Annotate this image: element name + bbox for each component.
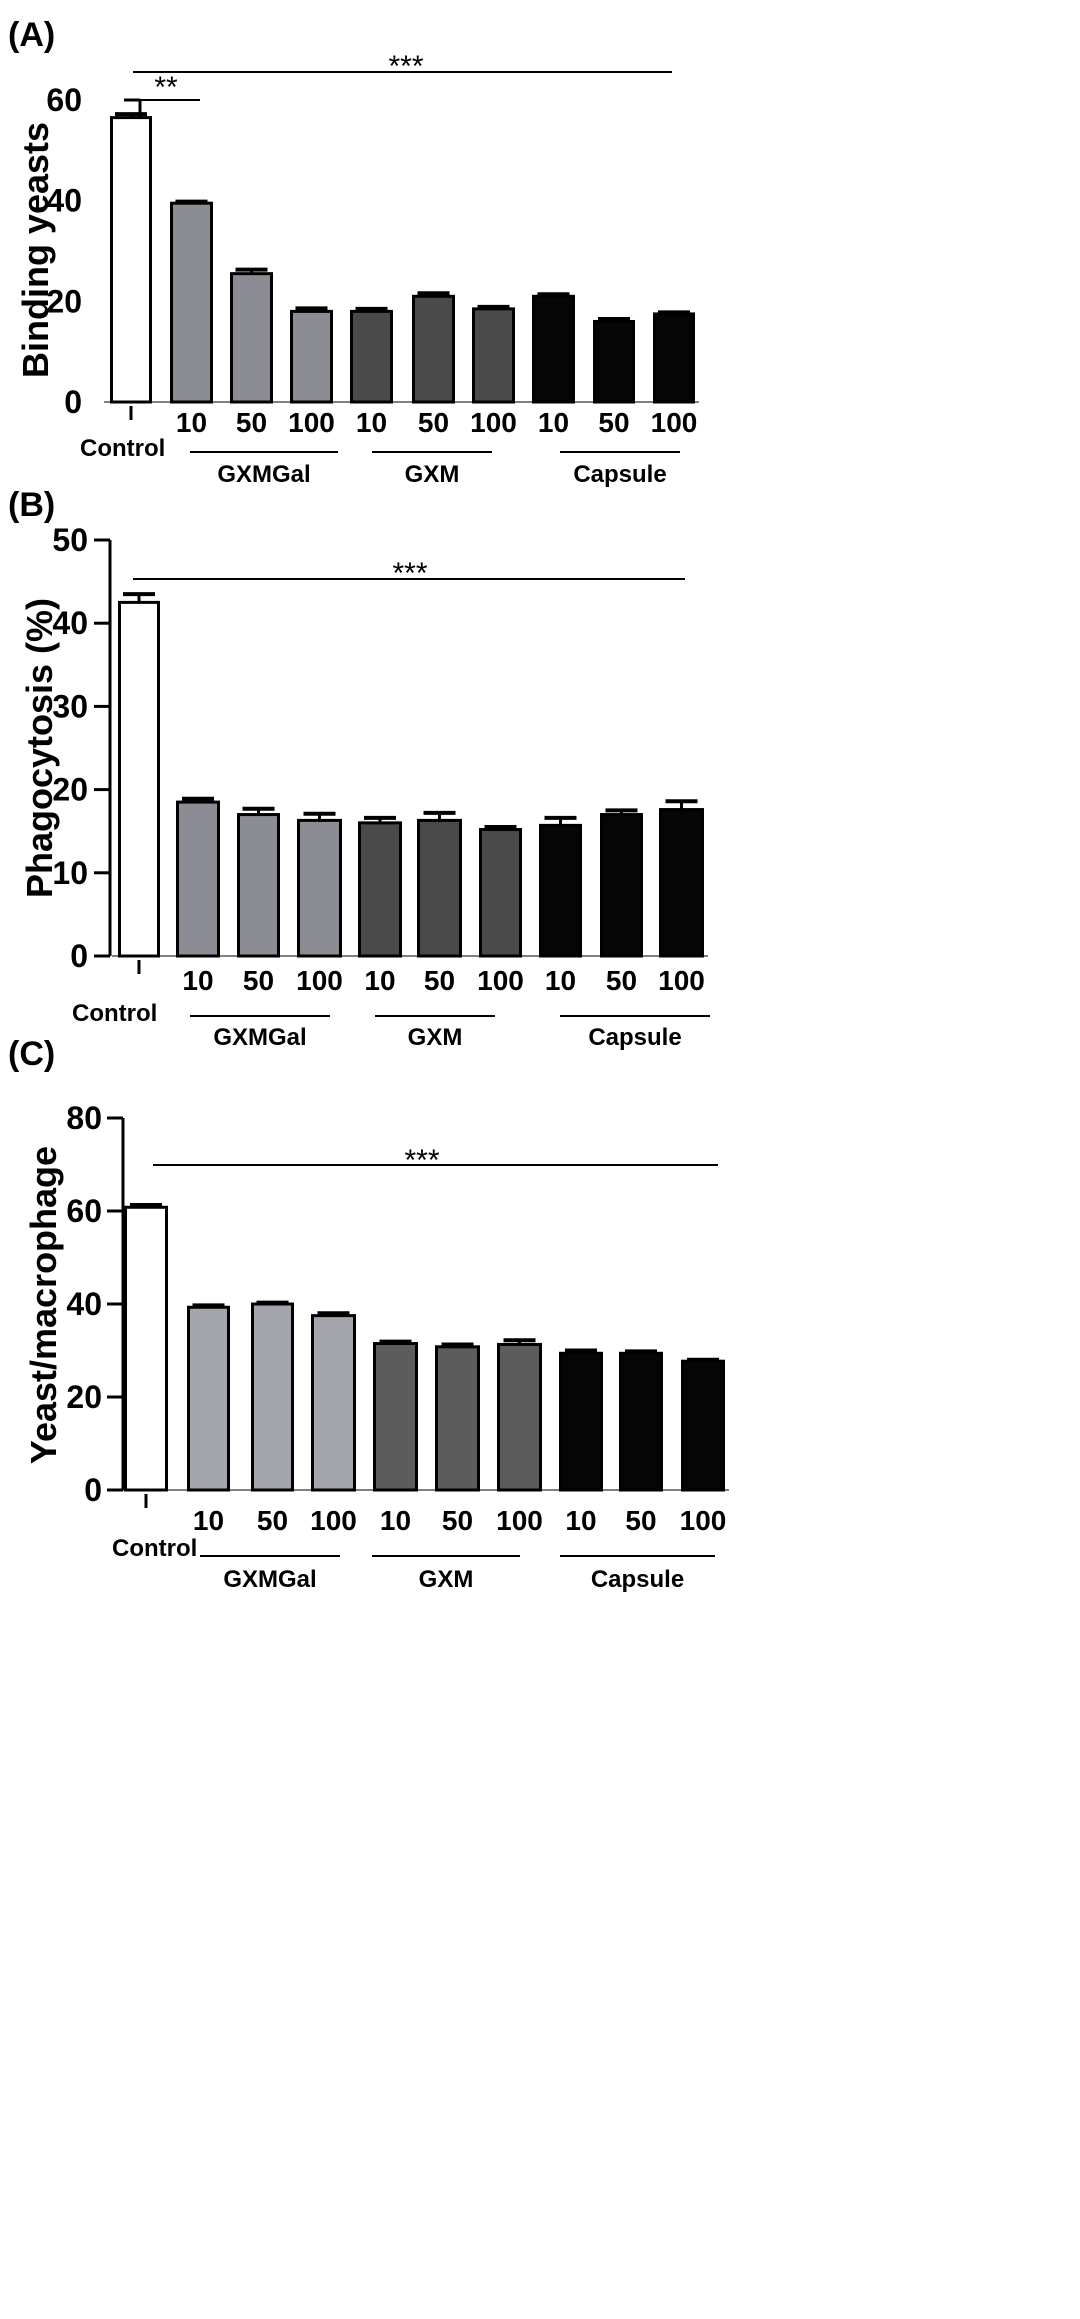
panel-c-x-label: 10 [565,1505,596,1536]
panel-c-y-tick-label: 0 [84,1472,102,1508]
panel-c-bar-9 [619,1351,663,1492]
panel-a-group-label: GXM [405,461,460,488]
panel-b-significance-label: *** [392,557,427,590]
panel-b-group-label: Capsule [588,1024,681,1051]
panel-a-group-label: Capsule [573,461,666,488]
panel-b-y-axis-label: Phagocytosis (%) [19,598,60,898]
panel-c-x-label: 50 [442,1505,473,1536]
panel-a-y-tick-label: 40 [46,183,82,219]
panel-a-bar-10 [653,312,695,404]
panel-c-bar-3 [251,1302,294,1492]
panel-a-x-label: 10 [356,407,387,438]
panel-b-bar-4 [297,818,342,958]
panel-b-x-label: 10 [545,965,576,996]
panel-c-y-tick-label: 40 [66,1286,102,1322]
panel-b-y-tick-label: 20 [52,772,88,808]
panel-a-bar-6 [412,294,455,404]
panel-c-group-label: GXMGal [223,1566,316,1593]
panel-b-bar-3 [237,813,280,958]
panel-c-bar-7 [497,1342,542,1492]
panel-c-bar-5 [373,1342,418,1492]
panel-b-y-tick-label: 40 [52,605,88,641]
panel-a-bar-7 [472,307,515,404]
panel-c-y-tick-label: 20 [66,1379,102,1415]
panel-c-significance-label: *** [404,1144,439,1177]
panel-c-y-tick-label: 80 [66,1100,102,1136]
panel-c-bar-2 [187,1305,230,1492]
panel-a-y-tick-label: 60 [46,82,82,118]
panel-c-bar-4 [311,1314,356,1492]
panel-b-x-label: 50 [424,965,455,996]
panel-c-group-label: GXM [419,1566,474,1593]
panel-b-bar-7 [479,828,522,958]
panel-b-bar-9 [600,813,643,958]
panel-a-bar-4 [290,309,333,404]
panel-c-x-label: 100 [496,1505,543,1536]
panel-b-group-label: GXMGal [213,1024,306,1051]
panel-a-x-label: 50 [236,407,267,438]
panel-a-x-label-control: Control [80,435,165,462]
panel-a-bar-2 [170,201,213,404]
panel-b-bar-2 [176,800,220,958]
panel-a-x-label: 100 [288,407,335,438]
panel-a-y-tick-label: 20 [46,283,82,319]
panel-a-x-label: 50 [418,407,449,438]
panel-a-bar-9 [593,319,635,404]
panel-a-x-label: 10 [538,407,569,438]
panel-c-bar-8 [559,1351,603,1492]
panel-a-y-axis-label: Binding yeasts [15,122,56,378]
panel-c-x-label: 100 [680,1505,727,1536]
panel-a-x-label: 100 [651,407,698,438]
panel-a-x-label: 50 [598,407,629,438]
panel-c-x-label: 50 [257,1505,288,1536]
panel-b-x-label: 100 [477,965,524,996]
panel-c-bar-1 [124,1205,168,1492]
panel-a-bar-8 [532,294,575,404]
panel-b-bar-8 [539,823,582,958]
panel-a-bar-1 [110,116,152,404]
panel-b-x-label: 100 [296,965,343,996]
panel-c-y-tick-label: 60 [66,1193,102,1229]
panel-b-group-label: GXM [408,1024,463,1051]
panel-c-x-label-control: Control [112,1535,197,1562]
panel-a-significance-label: *** [388,50,423,83]
panel-b-y-tick-label: 30 [52,688,88,724]
panel-b-bar-10 [659,808,704,958]
panel-a-group-label: GXMGal [217,461,310,488]
panel-b-x-label: 50 [606,965,637,996]
panel-a-label: (A) [8,16,55,54]
panel-c-y-axis-label: Yeast/macrophage [23,1146,64,1464]
panel-b-x-label: 100 [658,965,705,996]
panel-b-bar-6 [417,818,462,958]
panel-c-bar-6 [435,1345,480,1492]
panel-c-x-label: 50 [625,1505,656,1536]
panel-c-group-label: Capsule [591,1566,684,1593]
panel-b-bar-1 [118,600,160,958]
panel-b-y-tick-label: 50 [52,522,88,558]
panel-c-x-label: 10 [193,1505,224,1536]
panel-a-bar-5 [350,309,393,404]
panel-c-label: (C) [8,1035,55,1073]
panel-b-label: (B) [8,486,55,524]
panel-a-significance-label: ** [154,71,178,104]
panel-a-bar-3 [230,272,273,404]
panel-b-bar-5 [358,821,402,958]
panel-b-x-label: 10 [182,965,213,996]
panel-b-y-tick-label: 0 [70,938,88,974]
panel-b-x-label: 50 [243,965,274,996]
panel-a-y-tick-label: 0 [64,384,82,420]
panel-c-x-label: 100 [310,1505,357,1536]
panel-b-x-label: 10 [364,965,395,996]
panel-c-x-label: 10 [380,1505,411,1536]
panel-a-x-label: 10 [176,407,207,438]
panel-b-x-label-control: Control [72,1000,157,1027]
panel-b-y-tick-label: 10 [52,855,88,891]
panel-c-bar-10 [681,1359,725,1492]
panel-a-x-label: 100 [470,407,517,438]
